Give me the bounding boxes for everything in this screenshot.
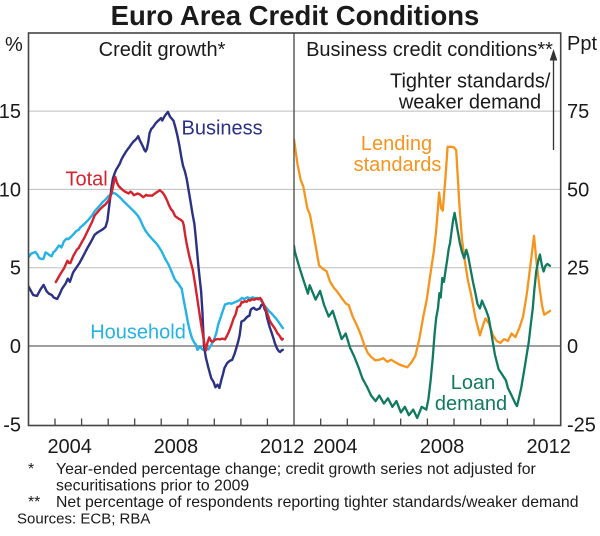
svg-text:75: 75 [567, 101, 589, 123]
svg-text:*: * [28, 461, 34, 478]
svg-text:Loan: Loan [451, 372, 496, 394]
svg-text:demand: demand [435, 393, 507, 415]
svg-text:15: 15 [0, 101, 21, 123]
svg-text:-25: -25 [567, 414, 596, 436]
svg-text:Business credit conditions**: Business credit conditions** [306, 39, 553, 61]
svg-text:2004: 2004 [313, 436, 358, 458]
svg-text:Year-ended percentage change;: Year-ended percentage change; credit gro… [56, 461, 536, 478]
svg-text:Credit growth*: Credit growth* [99, 39, 226, 61]
svg-text:25: 25 [567, 258, 589, 280]
svg-text:Euro Area Credit Conditions: Euro Area Credit Conditions [111, 0, 480, 31]
svg-text:**: ** [28, 494, 40, 511]
svg-text:Business: Business [182, 118, 263, 140]
svg-text:weaker demand: weaker demand [398, 92, 541, 114]
svg-text:standards: standards [354, 154, 442, 176]
svg-text:Household: Household [90, 322, 186, 344]
svg-text:securitisations prior to 2009: securitisations prior to 2009 [56, 478, 249, 495]
svg-text:2008: 2008 [154, 436, 199, 458]
svg-text:10: 10 [0, 179, 21, 201]
svg-text:-5: -5 [3, 414, 21, 436]
svg-text:Net percentage of respondents: Net percentage of respondents reporting … [56, 494, 579, 511]
svg-text:2008: 2008 [420, 436, 465, 458]
svg-text:2012: 2012 [526, 436, 571, 458]
svg-text:0: 0 [567, 336, 578, 358]
svg-text:Tighter standards/: Tighter standards/ [390, 71, 551, 93]
svg-text:Lending: Lending [361, 133, 432, 155]
svg-text:Total: Total [66, 169, 108, 191]
svg-text:50: 50 [567, 179, 589, 201]
svg-text:2004: 2004 [47, 436, 92, 458]
svg-text:2012: 2012 [260, 436, 305, 458]
svg-text:5: 5 [10, 258, 21, 280]
svg-text:Sources: ECB; RBA: Sources: ECB; RBA [17, 511, 150, 528]
svg-text:0: 0 [10, 336, 21, 358]
svg-text:%: % [5, 34, 23, 56]
svg-text:Ppt: Ppt [567, 33, 597, 55]
